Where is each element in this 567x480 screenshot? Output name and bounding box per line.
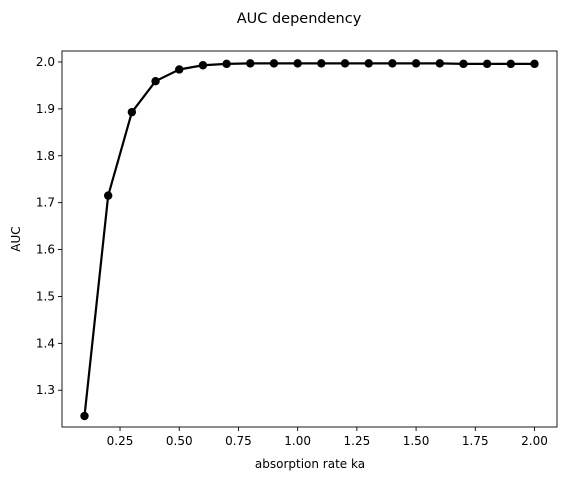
y-tick-label: 1.6 [36,243,55,257]
x-tick-label: 1.00 [284,434,311,448]
axis-ticks: 0.25 0.50 0.75 1.00 1.25 1.50 1.75 2.00 1.3 1.4 1.… [36,55,548,448]
data-point [293,59,302,68]
x-axis-label: absorption rate ka [255,457,365,471]
x-tick-label: 0.75 [225,434,252,448]
y-tick-label: 1.7 [36,196,55,210]
data-point [530,59,539,69]
data-point [127,107,137,117]
data-point [246,59,255,68]
plot-frame [61,50,558,428]
data-point [506,59,516,69]
y-tick-label: 1.5 [36,289,55,303]
series-layer [80,59,539,421]
x-tick-label: 0.25 [107,434,134,448]
data-point [388,59,397,68]
y-tick-label: 2.0 [36,55,55,69]
data-point [198,61,208,70]
x-tick-label: 1.25 [344,434,371,448]
y-tick-label: 1.8 [36,149,55,163]
x-tick-label: 1.75 [462,434,489,448]
data-point [459,59,468,69]
chart-title: AUC dependency [237,11,362,27]
data-point [269,59,279,68]
data-point [340,59,350,68]
data-point [364,59,373,68]
data-point [411,59,421,68]
data-point [103,191,113,200]
data-point [222,59,231,69]
y-tick-label: 1.9 [36,102,55,116]
y-axis-label: AUC [9,226,23,251]
data-point [317,59,326,68]
data-point [435,59,444,68]
data-point [80,411,89,421]
y-tick-label: 1.3 [36,383,55,397]
x-tick-label: 0.50 [166,434,193,448]
x-tick-label: 2.00 [521,434,548,448]
data-point [151,77,160,86]
data-point [175,65,184,74]
x-tick-label: 1.50 [403,434,430,448]
plot-area [62,51,557,427]
data-point [482,59,492,69]
y-tick-label: 1.4 [36,336,55,350]
